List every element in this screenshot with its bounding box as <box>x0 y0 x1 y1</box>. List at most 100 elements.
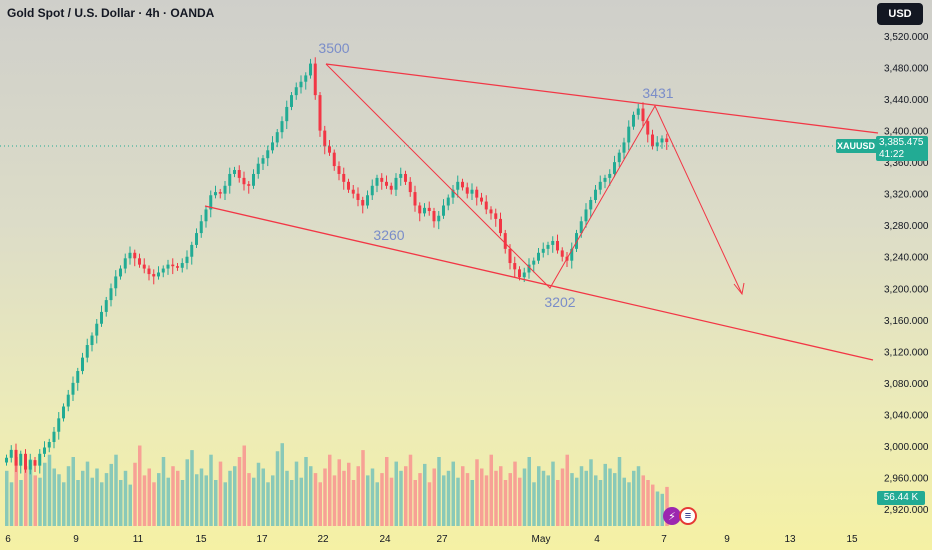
candle-body <box>280 121 284 133</box>
candle-body <box>636 108 640 115</box>
volume-bar <box>427 482 432 526</box>
volume-bar <box>304 457 308 526</box>
volume-bar <box>9 482 14 526</box>
volume-bar <box>171 466 175 526</box>
candle-body <box>71 382 75 395</box>
volume-bar <box>290 480 294 526</box>
candle-body <box>275 132 279 143</box>
volume-bar <box>332 475 337 526</box>
price-tick-label: 3,040.000 <box>884 410 929 421</box>
trendline-drawings <box>0 63 879 361</box>
volume-bar <box>347 462 351 526</box>
volume-bar <box>404 466 408 526</box>
volume-bar <box>503 480 508 526</box>
candle-body <box>437 215 441 222</box>
candle-body <box>570 248 574 261</box>
volume-bar <box>209 454 213 526</box>
candle-body <box>499 218 502 234</box>
currency-button[interactable]: USD <box>877 3 923 25</box>
candle-body <box>394 177 398 190</box>
candle-body <box>104 300 108 312</box>
volume-bar <box>33 475 37 526</box>
candle-body <box>541 248 545 253</box>
candle-body <box>522 272 526 278</box>
volume-bar <box>114 454 118 526</box>
time-axis: 6 9 11 15 17 22 24 27 May 4 7 9 13 15 <box>5 534 858 545</box>
volume-bar <box>446 470 451 526</box>
volume-bar <box>646 480 650 526</box>
candle-body <box>546 244 550 249</box>
volume-bar <box>480 468 484 526</box>
volume-bar <box>47 454 52 526</box>
candle-body <box>603 177 607 182</box>
candle-body <box>613 162 616 174</box>
volume-bar <box>214 480 218 526</box>
candle-body <box>503 233 507 249</box>
volume-bar <box>570 473 574 526</box>
candle-body <box>142 264 146 269</box>
volume-bar <box>408 454 413 526</box>
upper-channel-line <box>325 63 879 134</box>
price-tick-label: 3,320.000 <box>884 190 929 201</box>
price-annotations: 3500 3431 3260 3202 <box>318 40 673 310</box>
candle-body <box>584 209 588 222</box>
candle-body <box>299 81 303 88</box>
volume-bar <box>237 457 242 526</box>
volume-bar <box>532 482 536 526</box>
flash-icon[interactable]: ⚡ <box>663 507 681 525</box>
volume-bar <box>133 462 137 526</box>
candle-body <box>266 150 270 159</box>
volume-bar <box>342 470 346 526</box>
volume-bar <box>541 470 546 526</box>
projection-arrow-head <box>733 282 745 296</box>
volume-bar <box>318 482 322 526</box>
candle-body <box>622 142 626 153</box>
volume-bar <box>166 477 170 526</box>
price-tick-label: 3,200.000 <box>884 284 929 295</box>
volume-bar <box>176 470 180 526</box>
candle-body <box>370 185 374 196</box>
volume-bar <box>589 459 593 526</box>
volume-bar <box>14 457 18 526</box>
candle-body <box>261 158 265 164</box>
candle-body <box>551 240 555 245</box>
volume-bar <box>256 462 261 526</box>
volume-bar <box>90 477 94 526</box>
current-price-label: 3,385.475 <box>879 137 924 148</box>
volume-bar <box>52 468 56 526</box>
volume-bar <box>285 470 289 526</box>
candle-body <box>290 95 293 107</box>
volume-bar <box>109 463 113 526</box>
candle-body <box>294 87 298 96</box>
us-flag-icon[interactable]: ≡ <box>679 507 697 525</box>
candle-body <box>214 192 217 196</box>
volume-bar <box>603 463 607 526</box>
lower-channel-line <box>204 205 874 361</box>
candle-body <box>418 205 422 214</box>
candle-body <box>114 276 118 289</box>
candle-body <box>347 181 350 190</box>
volume-bars <box>5 443 669 526</box>
candle-body <box>480 197 483 202</box>
volume-bar <box>399 470 403 526</box>
price-tick-label: 3,400.000 <box>884 127 929 138</box>
volume-bar <box>138 445 142 526</box>
candle-body <box>180 263 184 268</box>
price-tick-label: 3,280.000 <box>884 221 929 232</box>
candle-body <box>575 233 578 249</box>
candle-body <box>598 181 602 190</box>
candle-body <box>328 146 331 153</box>
volume-bar <box>152 482 156 526</box>
volume-bar <box>100 482 104 526</box>
volume-bar <box>76 480 80 526</box>
volume-bar <box>432 468 436 526</box>
time-tick-label: 11 <box>133 534 144 545</box>
volume-bar <box>142 475 147 526</box>
volume-bar <box>456 477 460 526</box>
volume-bar <box>275 451 280 526</box>
candle-body <box>361 199 365 206</box>
price-annotation: 3260 <box>373 227 404 243</box>
price-tick-label: 3,080.000 <box>884 379 929 390</box>
candle-body <box>218 192 222 194</box>
